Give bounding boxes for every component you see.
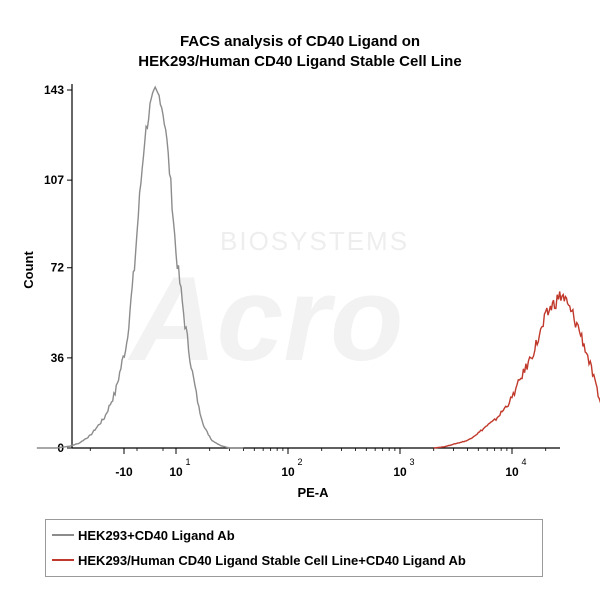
y-axis-label: Count <box>21 251 36 289</box>
x-tick-label: -10 <box>115 465 133 479</box>
y-tick-label: 36 <box>51 351 65 365</box>
y-tick-label: 107 <box>44 173 64 187</box>
x-tick-exponent: 4 <box>521 457 526 467</box>
legend-swatch-0 <box>52 534 74 536</box>
series-line-1 <box>433 291 600 449</box>
x-tick-exponent: 1 <box>185 457 190 467</box>
x-tick-label: 10 <box>281 465 295 479</box>
legend-item-0: HEK293+CD40 Ligand Ab <box>46 523 235 547</box>
x-tick-exponent: 2 <box>297 457 302 467</box>
y-tick-label: 72 <box>51 261 65 275</box>
chart-subtitle: HEK293/Human CD40 Ligand Stable Cell Lin… <box>138 53 462 70</box>
legend: HEK293+CD40 Ligand Ab HEK293/Human CD40 … <box>45 519 543 577</box>
x-tick-exponent: 3 <box>409 457 414 467</box>
chart-title: FACS analysis of CD40 Ligand on <box>179 33 421 50</box>
legend-label-0: HEK293+CD40 Ligand Ab <box>78 527 235 543</box>
y-tick-label: 143 <box>44 83 64 97</box>
series-line-0 <box>36 85 244 449</box>
x-tick-label: 10 <box>393 465 407 479</box>
series-layer <box>36 85 600 449</box>
legend-swatch-1 <box>52 559 74 561</box>
x-tick-label: 10 <box>505 465 519 479</box>
x-axis-label: PE-A <box>297 485 329 500</box>
x-tick-label: 10 <box>169 465 183 479</box>
legend-label-1: HEK293/Human CD40 Ligand Stable Cell Lin… <box>78 552 466 568</box>
legend-item-1: HEK293/Human CD40 Ligand Stable Cell Lin… <box>46 548 466 572</box>
